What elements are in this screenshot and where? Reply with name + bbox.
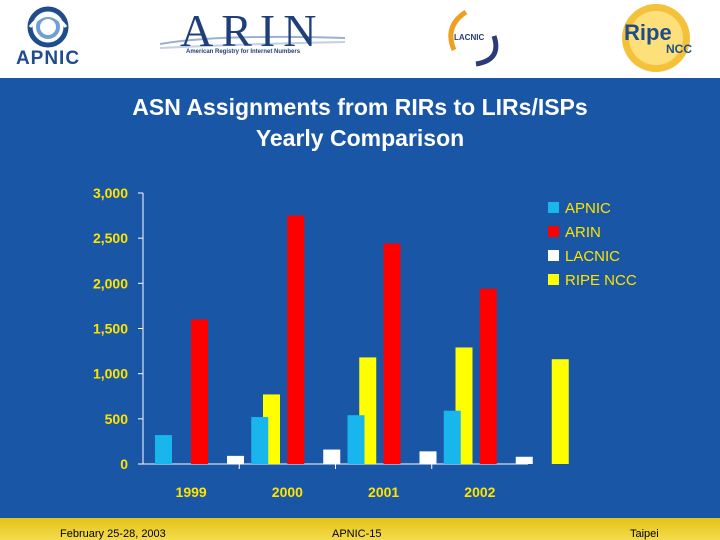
y-tick-label: 3,000 [93, 185, 128, 201]
bar-apnic-2001 [347, 415, 365, 464]
bar-lacnic-2001 [419, 451, 437, 464]
title-line-2: Yearly Comparison [255, 125, 465, 151]
legend-swatch-lacnic [548, 250, 559, 261]
ripe-wordmark: Ripe [624, 20, 672, 45]
bar-ripe-ncc-2002 [551, 359, 569, 464]
apnic-logo: APNIC [8, 4, 88, 72]
bar-arin-2001 [383, 243, 401, 464]
y-tick-label: 500 [105, 411, 129, 427]
footer-bar: February 25-28, 2003 APNIC-15 Taipei [0, 518, 720, 540]
slide-title: ASN Assignments from RIRs to LIRs/ISPs Y… [0, 92, 720, 154]
x-tick-label: 2001 [368, 484, 399, 500]
bar-arin-2000 [287, 215, 305, 464]
lacnic-logo: LACNIC [436, 6, 516, 68]
footer-date: February 25-28, 2003 [60, 528, 166, 540]
arin-logo: ARIN American Registry for Internet Numb… [160, 4, 350, 68]
y-tick-label: 2,500 [93, 230, 128, 246]
ripe-globe-icon [622, 4, 690, 72]
lacnic-arc-icon [448, 9, 499, 67]
legend-label-arin: ARIN [565, 224, 601, 241]
footer-event: APNIC-15 [332, 528, 382, 540]
apnic-swirl-icon [27, 6, 69, 48]
arin-swoosh-icon [160, 35, 346, 49]
legend-swatch-arin [548, 226, 559, 237]
bar-chart: 0 500 1,000 1,500 2,000 2,500 3,000 1999 2000 200… [93, 185, 637, 500]
footer-place: Taipei [630, 528, 659, 540]
y-tick-label: 2,000 [93, 275, 128, 291]
y-tick-label: 1,500 [93, 321, 128, 337]
x-tick-label: 2000 [272, 484, 303, 500]
legend-swatch-ripe-ncc [548, 274, 559, 285]
bar-apnic-2002 [443, 410, 461, 464]
legend-label-ripe-ncc: RIPE NCC [565, 272, 637, 289]
y-tick-label: 0 [120, 456, 128, 472]
bar-lacnic-2000 [323, 449, 341, 464]
legend-label-apnic: APNIC [565, 200, 611, 217]
title-line-1: ASN Assignments from RIRs to LIRs/ISPs [132, 94, 588, 120]
bar-lacnic-2002 [515, 456, 533, 464]
x-tick-label: 1999 [176, 484, 207, 500]
bar-arin-1999 [191, 319, 208, 464]
legend-swatch-apnic [548, 202, 559, 213]
apnic-wordmark: APNIC [15, 48, 81, 69]
y-tick-label: 1,000 [93, 366, 128, 382]
bar-apnic-2000 [251, 417, 269, 464]
logo-bar: APNIC ARIN American Registry for Interne… [0, 0, 720, 78]
bar-arin-2002 [479, 288, 497, 464]
x-tick-label: 2002 [464, 484, 495, 500]
legend-label-lacnic: LACNIC [565, 248, 620, 265]
bar-apnic-1999 [155, 435, 172, 464]
arin-subtitle: American Registry for Internet Numbers [186, 49, 301, 55]
ncc-wordmark: NCC [666, 42, 692, 56]
lacnic-wordmark: LACNIC [454, 33, 485, 42]
arin-wordmark: ARIN [180, 5, 325, 56]
ripe-ncc-logo: Ripe NCC [612, 2, 714, 74]
bar-lacnic-1999 [227, 455, 244, 464]
